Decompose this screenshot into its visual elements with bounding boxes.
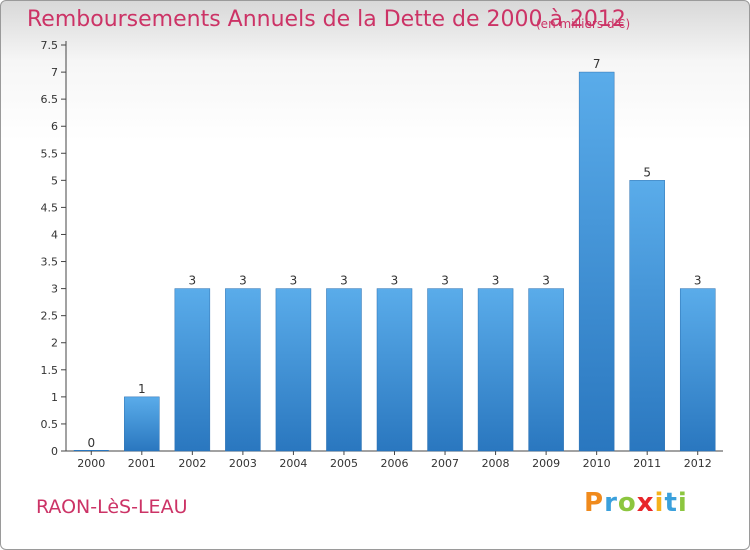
y-tick-label: 7.5 <box>41 39 59 52</box>
bar <box>629 180 665 452</box>
y-tick-label: 7 <box>51 66 58 79</box>
x-tick-label: 2006 <box>381 457 409 470</box>
x-tick-label: 2007 <box>431 457 459 470</box>
bar <box>578 71 615 452</box>
y-tick-label: 3.5 <box>41 256 59 269</box>
logo-letter: i <box>677 488 688 518</box>
y-tick-label: 5.5 <box>41 147 59 160</box>
chart-title: Remboursements Annuels de la Dette de 20… <box>27 7 626 32</box>
proxiti-logo: Proxiti <box>584 488 688 518</box>
bar <box>275 288 312 452</box>
bar <box>376 288 413 452</box>
bar-value-label: 3 <box>694 274 702 288</box>
logo-letter: o <box>617 488 637 518</box>
bar-value-label: 1 <box>138 382 146 396</box>
x-tick-label: 2003 <box>229 457 257 470</box>
y-tick-label: 4 <box>51 228 58 241</box>
bar-value-label: 3 <box>441 274 449 288</box>
bar <box>477 288 514 452</box>
y-tick-label: 0.5 <box>41 418 59 431</box>
bar <box>427 288 463 452</box>
bar-value-label: 3 <box>542 274 550 288</box>
bar-value-label: 3 <box>239 274 247 288</box>
y-tick-label: 1.5 <box>41 364 59 377</box>
y-tick-label: 5 <box>51 174 58 187</box>
x-tick-label: 2011 <box>633 457 661 470</box>
bar <box>326 288 362 452</box>
bar-value-label: 3 <box>340 274 348 288</box>
bar <box>174 288 211 452</box>
y-tick-label: 2.5 <box>41 310 59 323</box>
y-tick-label: 3 <box>51 283 58 296</box>
logo-letter: t <box>664 488 678 518</box>
x-tick-label: 2000 <box>77 457 105 470</box>
bar-value-label: 3 <box>492 274 500 288</box>
y-tick-label: 4.5 <box>41 201 59 214</box>
x-tick-label: 2005 <box>330 457 358 470</box>
commune-name: RAON-LèS-LEAU <box>36 496 188 518</box>
bar-value-label: 7 <box>593 57 601 71</box>
bar-value-label: 5 <box>643 165 651 179</box>
logo-letter: i <box>654 488 665 518</box>
x-tick-label: 2008 <box>482 457 510 470</box>
bar <box>225 288 261 452</box>
x-tick-label: 2012 <box>684 457 712 470</box>
y-tick-label: 6.5 <box>41 93 59 106</box>
y-tick-label: 1 <box>51 391 58 404</box>
bar <box>124 396 160 452</box>
x-tick-label: 2001 <box>128 457 156 470</box>
chart-unit: (en milliers d'€) <box>536 17 631 31</box>
logo-letter: r <box>604 488 618 518</box>
bar <box>679 288 716 452</box>
y-tick-label: 0 <box>51 445 58 458</box>
bar-value-label: 3 <box>290 274 298 288</box>
x-tick-label: 2002 <box>178 457 206 470</box>
bar-value-label: 0 <box>87 436 95 450</box>
logo-letter: P <box>584 488 605 518</box>
x-tick-label: 2009 <box>532 457 560 470</box>
bar <box>73 450 109 451</box>
x-tick-label: 2004 <box>279 457 307 470</box>
y-tick-label: 6 <box>51 120 58 133</box>
bar-value-label: 3 <box>189 274 197 288</box>
bar <box>528 288 564 452</box>
logo-letter: x <box>636 488 655 518</box>
bar-value-label: 3 <box>391 274 399 288</box>
x-tick-label: 2010 <box>583 457 611 470</box>
y-tick-label: 2 <box>51 337 58 350</box>
